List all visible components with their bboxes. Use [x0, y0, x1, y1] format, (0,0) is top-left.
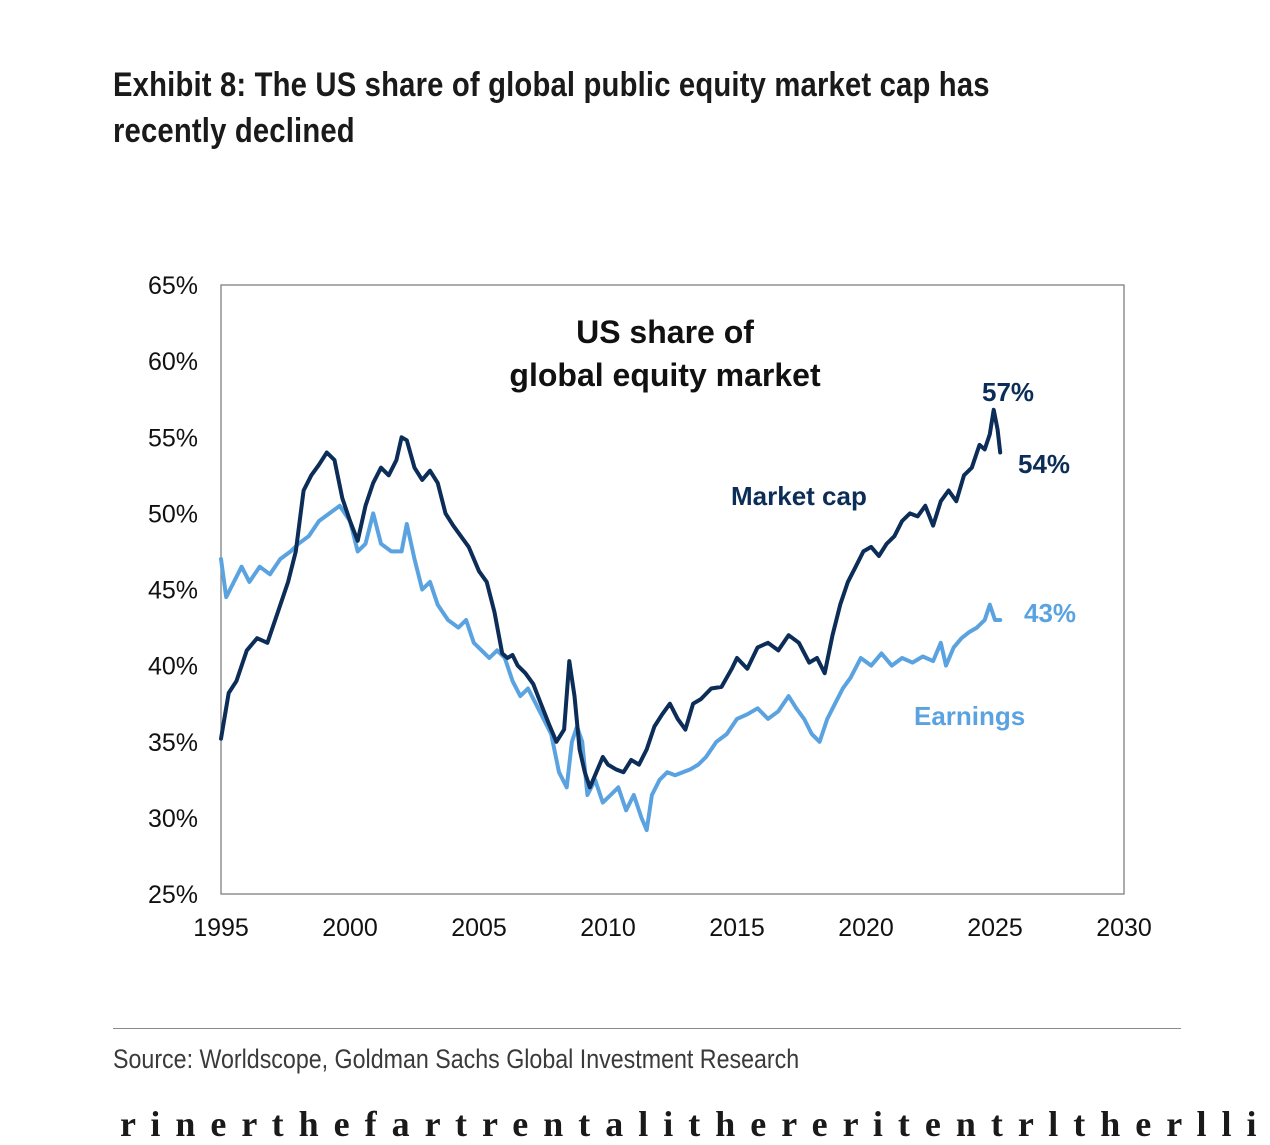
chart-title-line-2: global equity market	[509, 357, 821, 393]
market-cap-end-label: 54%	[1018, 449, 1070, 479]
y-tick-label: 50%	[148, 500, 198, 528]
x-tick-label: 2015	[709, 914, 765, 942]
series-line-market-cap	[219, 407, 1003, 790]
page-title: Exhibit 8: The US share of global public…	[113, 66, 990, 150]
x-tick-label: 1995	[193, 914, 249, 942]
x-tick-label: 2030	[1096, 914, 1152, 942]
y-tick-label: 45%	[148, 577, 198, 605]
source-note: Source: Worldscope, Goldman Sachs Global…	[113, 1044, 800, 1074]
y-tick-label: 40%	[148, 653, 198, 681]
line-chart: 25% 30% 35% 40% 45% 50% 55% 60% 65% 1995 2000 2005…	[148, 272, 1152, 942]
y-tick-label: 60%	[148, 348, 198, 376]
x-tick-label: 2000	[322, 914, 378, 942]
series-label-earnings: Earnings	[914, 701, 1025, 731]
y-tick-label: 25%	[148, 881, 198, 909]
y-tick-label: 55%	[148, 424, 198, 452]
footer-divider	[113, 1028, 1181, 1029]
chart-title-line-1: US share of	[576, 314, 754, 350]
x-tick-label: 2010	[580, 914, 636, 942]
x-tick-label: 2020	[838, 914, 894, 942]
y-tick-label: 65%	[148, 272, 198, 300]
series-line-earnings	[219, 503, 1003, 833]
plot-area-frame	[220, 284, 1125, 895]
x-tick-label: 2025	[967, 914, 1023, 942]
market-cap-peak-label: 57%	[982, 377, 1034, 407]
cutoff-body-text: r i n e r t h e f a r t r e n t a l i t …	[120, 1104, 1270, 1144]
y-tick-label: 35%	[148, 729, 198, 757]
x-tick-label: 2005	[451, 914, 507, 942]
y-tick-label: 30%	[148, 805, 198, 833]
earnings-end-label: 43%	[1024, 598, 1076, 628]
series-label-market-cap: Market cap	[731, 481, 867, 511]
